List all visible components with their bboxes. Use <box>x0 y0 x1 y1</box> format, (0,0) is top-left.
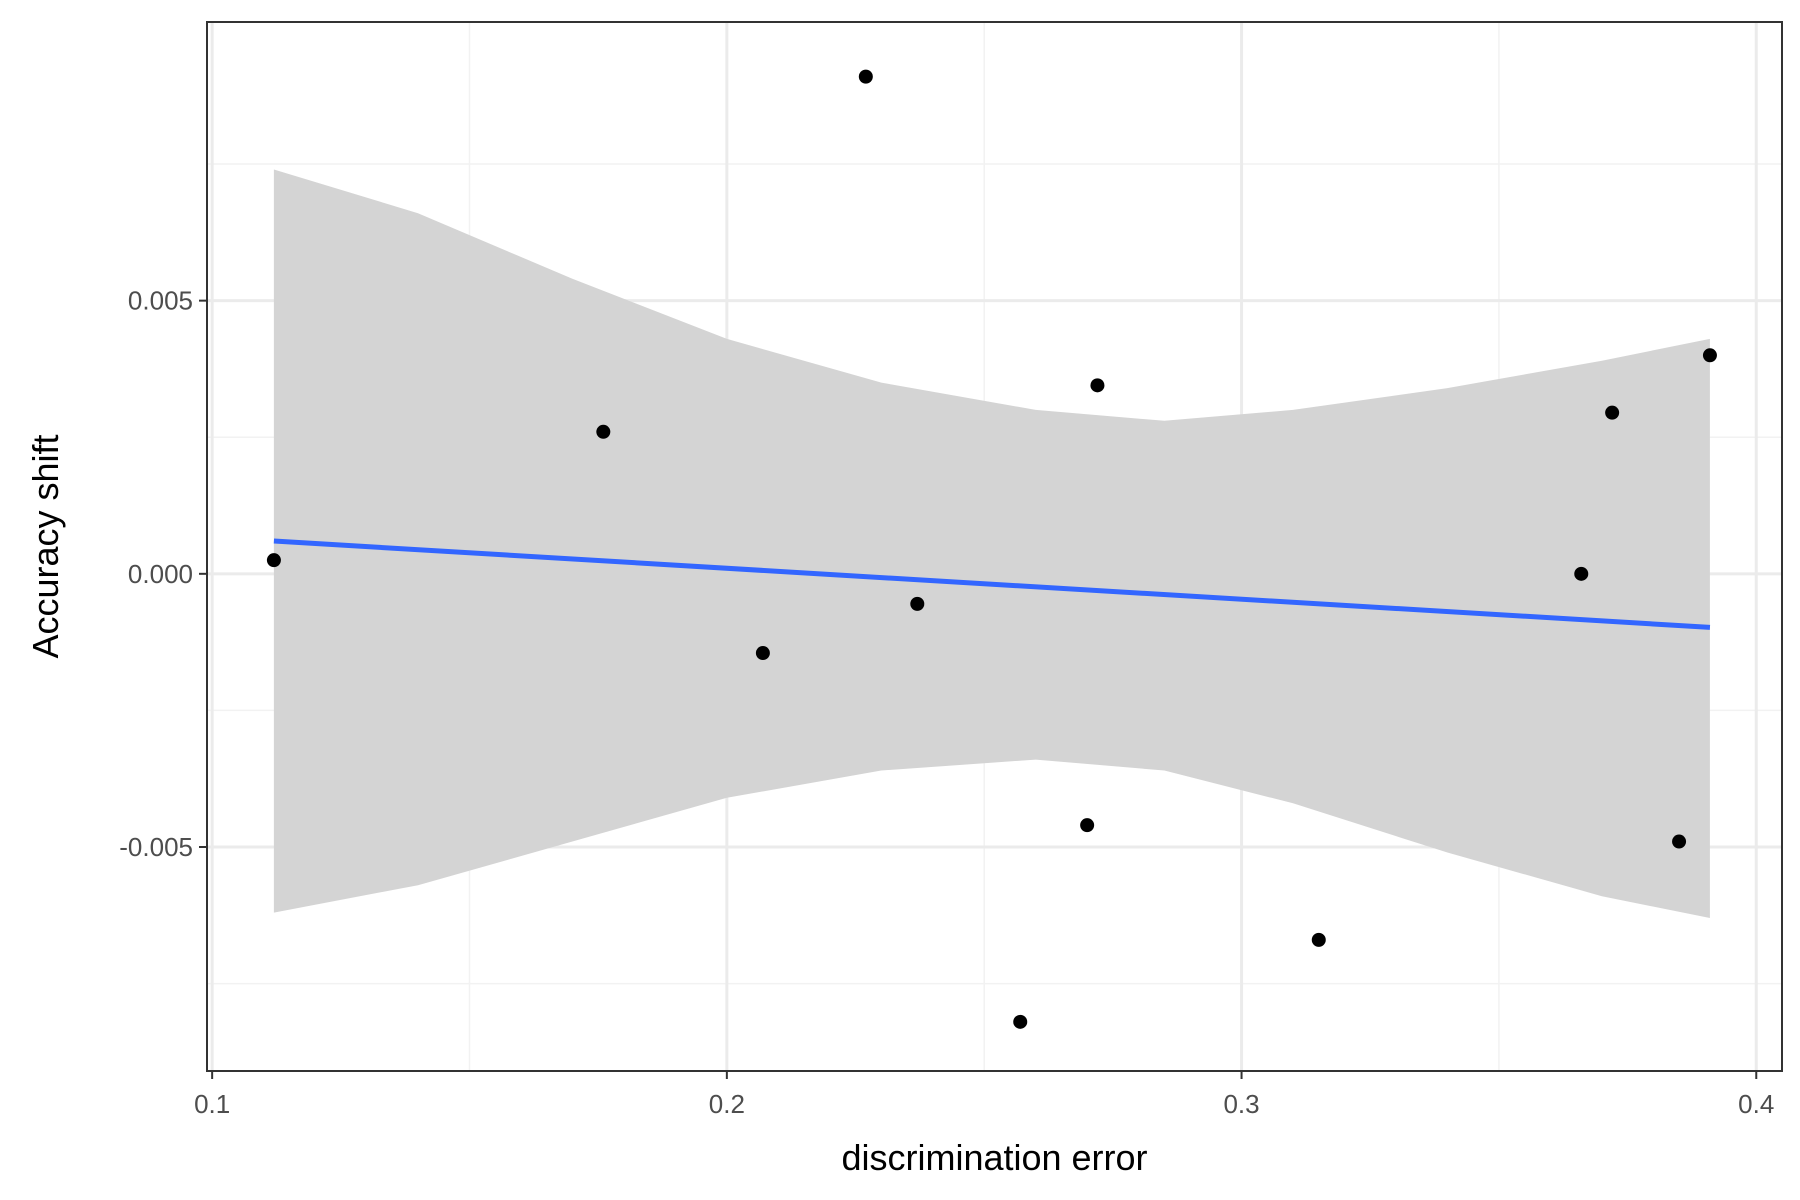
data-point <box>1013 1014 1028 1029</box>
x-tick-label: 0.4 <box>1738 1089 1774 1119</box>
data-point <box>1702 348 1717 363</box>
y-axis: -0.005 0.000 0.005 <box>119 286 207 862</box>
plot-panel <box>206 21 1783 1072</box>
x-tick-label: 0.1 <box>194 1089 230 1119</box>
data-point <box>1605 405 1620 420</box>
data-point <box>910 596 925 611</box>
x-tick-label: 0.2 <box>709 1089 745 1119</box>
data-point <box>858 69 873 84</box>
data-point <box>1672 834 1687 849</box>
y-tick-label: -0.005 <box>119 832 193 862</box>
regression-line <box>273 538 1711 630</box>
x-axis: 0.1 0.2 0.3 0.4 <box>194 1071 1774 1119</box>
x-axis-title: discrimination error <box>841 1137 1147 1178</box>
data-point <box>1574 566 1589 581</box>
data-point <box>755 646 770 661</box>
y-tick-label: 0.005 <box>128 286 193 316</box>
data-points <box>266 69 1717 1029</box>
data-point <box>266 553 281 568</box>
data-point <box>1080 818 1095 833</box>
data-point <box>596 424 611 439</box>
confidence-band <box>273 169 1710 918</box>
y-tick-label: 0.000 <box>128 559 193 589</box>
data-point <box>1090 378 1105 393</box>
panel-border <box>206 21 1783 1072</box>
x-tick-label: 0.3 <box>1223 1089 1259 1119</box>
data-point <box>1311 932 1326 947</box>
y-axis-title: Accuracy shift <box>25 434 66 658</box>
